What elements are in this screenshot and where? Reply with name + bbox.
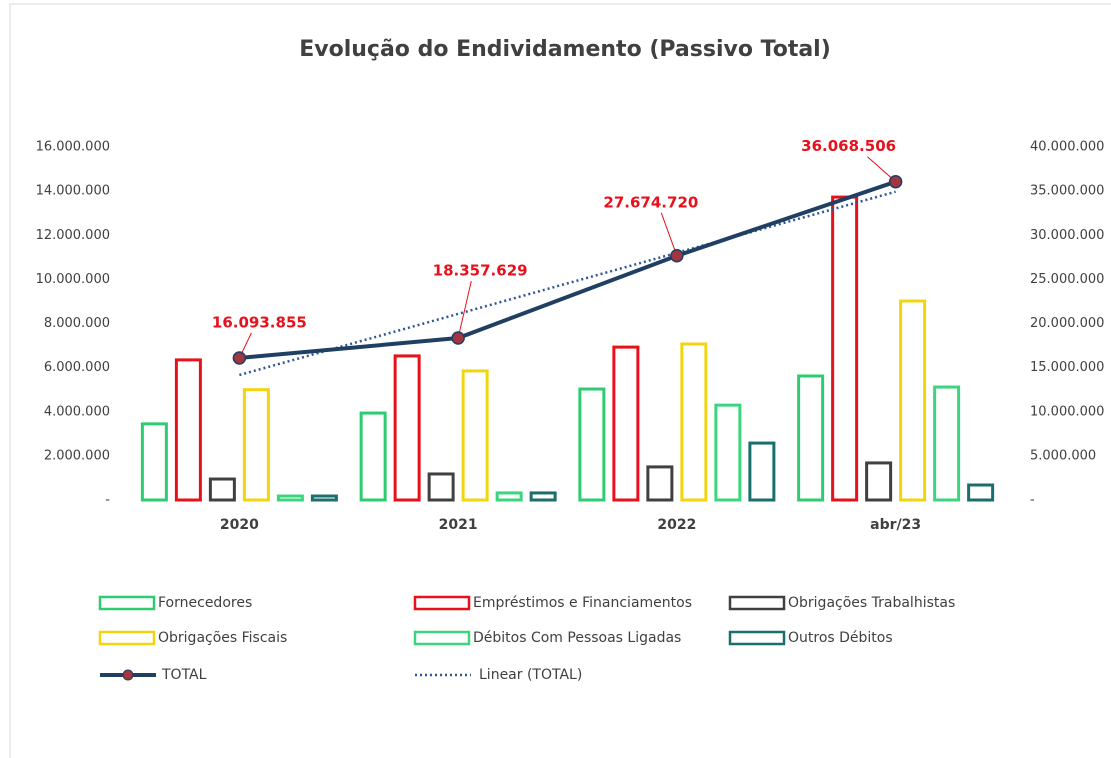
legend-label: Obrigações Trabalhistas — [788, 595, 955, 611]
bar — [461, 369, 489, 502]
y2-tick-label: 25.000.000 — [1030, 272, 1104, 287]
y2-tick-label: 20.000.000 — [1030, 316, 1104, 331]
y2-tick-label: 35.000.000 — [1030, 184, 1104, 199]
legend-swatch — [122, 669, 134, 681]
bar — [933, 385, 961, 502]
legend-swatch — [728, 630, 786, 646]
bar — [714, 403, 742, 502]
bar — [393, 354, 421, 502]
y-tick-label: 14.000.000 — [36, 184, 110, 199]
data-label: 18.357.629 — [433, 261, 528, 279]
bar — [899, 299, 927, 502]
x-tick-label: 2021 — [439, 517, 478, 533]
chart-title: Evolução do Endividamento (Passivo Total… — [299, 37, 831, 62]
legend-label: Outros Débitos — [788, 630, 893, 646]
y-tick-label: 8.000.000 — [44, 316, 110, 331]
bar — [612, 345, 640, 502]
y-tick-label: 6.000.000 — [44, 360, 110, 375]
legend-label: TOTAL — [161, 667, 207, 683]
y-tick-label: 2.000.000 — [44, 448, 110, 463]
data-label: 27.674.720 — [603, 193, 698, 211]
bar — [680, 342, 708, 502]
marker — [451, 331, 465, 345]
bar — [967, 483, 995, 502]
marker — [670, 249, 684, 263]
legend-swatch — [98, 595, 156, 611]
legend-swatch — [413, 595, 471, 611]
bar — [359, 411, 387, 502]
marker — [888, 174, 903, 189]
y-tick-label: 10.000.000 — [36, 272, 110, 287]
legend-swatch — [413, 630, 471, 646]
bar — [529, 491, 557, 502]
legend-swatch — [98, 630, 156, 646]
bar — [242, 388, 270, 502]
y-tick-label: 16.000.000 — [36, 140, 110, 155]
bar — [276, 494, 304, 502]
bar — [578, 387, 606, 502]
x-tick-label: 2022 — [657, 517, 696, 533]
data-label: 36.068.506 — [801, 137, 896, 155]
leader-line — [660, 212, 678, 256]
legend-label: Fornecedores — [158, 595, 252, 611]
bar — [310, 494, 338, 502]
y2-tick-label: 30.000.000 — [1030, 228, 1104, 243]
bar — [646, 465, 674, 502]
legend-label: Obrigações Fiscais — [158, 630, 287, 646]
x-tick-label: abr/23 — [870, 517, 921, 533]
bar — [865, 461, 893, 502]
data-label: 16.093.855 — [212, 313, 307, 331]
legend-label: Débitos Com Pessoas Ligadas — [473, 630, 681, 646]
line — [239, 179, 897, 360]
legend-swatch — [728, 595, 786, 611]
bar — [831, 195, 859, 502]
legend-label: Empréstimos e Financiamentos — [473, 595, 692, 611]
y2-tick-label: 15.000.000 — [1030, 360, 1104, 375]
y-tick-label: 12.000.000 — [36, 228, 110, 243]
bar — [140, 422, 168, 502]
y2-tick-label: - — [1030, 493, 1035, 508]
bar — [495, 491, 523, 502]
bar — [748, 441, 776, 502]
trendline — [239, 190, 896, 377]
bar — [174, 358, 202, 502]
bar — [427, 472, 455, 502]
leader-line — [457, 280, 472, 339]
x-tick-label: 2020 — [220, 517, 259, 533]
y2-tick-label: 40.000.000 — [1030, 140, 1104, 155]
marker — [232, 351, 247, 365]
y2-tick-label: 10.000.000 — [1030, 404, 1104, 419]
y-tick-label: - — [105, 493, 110, 508]
bar — [797, 374, 825, 502]
bar — [208, 477, 236, 502]
legend-label: Linear (TOTAL) — [479, 667, 582, 683]
y-tick-label: 4.000.000 — [44, 404, 110, 419]
y2-tick-label: 5.000.000 — [1030, 448, 1096, 463]
